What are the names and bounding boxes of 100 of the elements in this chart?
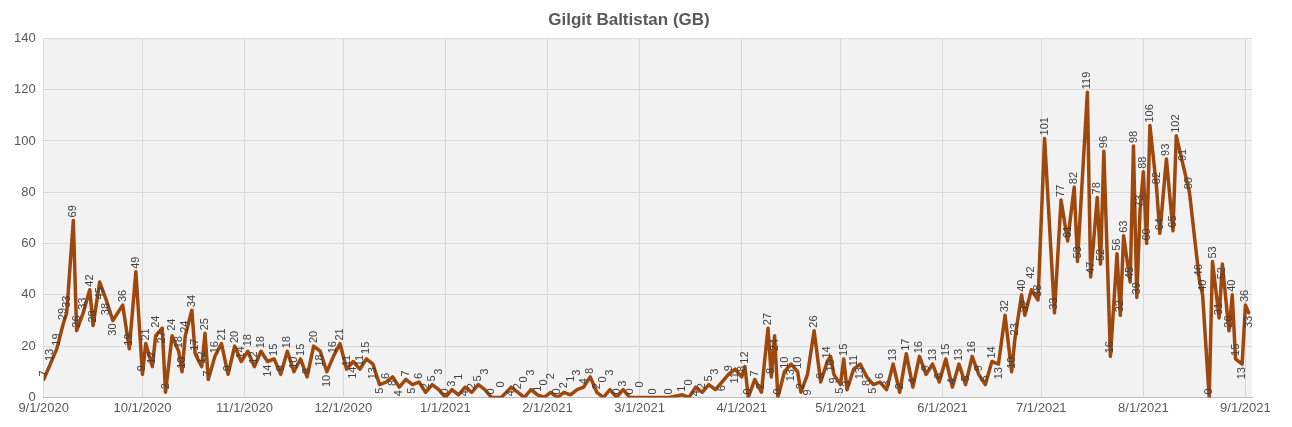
data-label: 3 [840, 380, 853, 387]
chart-title: Gilgit Baltistan (GB) [548, 9, 710, 29]
data-label: 26 [1221, 315, 1234, 328]
data-label: 13 [991, 367, 1004, 380]
data-label: 7 [398, 370, 411, 377]
data-label: 18 [171, 335, 184, 349]
data-label: 2 [464, 383, 477, 390]
data-label: 18 [254, 335, 267, 349]
data-label: 25 [198, 318, 211, 331]
data-label: 29 [56, 307, 69, 321]
data-label: 3 [616, 380, 629, 387]
data-label: 0 [550, 388, 563, 395]
data-label: 96 [1096, 135, 1109, 149]
data-label: 9 [971, 365, 984, 372]
data-label: 21 [333, 328, 346, 341]
data-label: 49 [128, 256, 141, 269]
data-label: 3 [603, 369, 616, 376]
data-label: 5 [978, 375, 991, 382]
data-label: 16 [1103, 341, 1116, 354]
data-label: 3 [444, 380, 457, 387]
data-label: 101 [1037, 117, 1050, 136]
data-label: 6 [412, 372, 425, 380]
data-label: 3 [708, 368, 721, 375]
data-label: 13 [886, 348, 899, 362]
data-label: 5 [701, 375, 714, 382]
data-label: 15 [293, 343, 306, 356]
data-label: 9 [273, 365, 286, 372]
data-label: 15 [938, 343, 951, 356]
data-label: 56 [1110, 238, 1123, 251]
data-label: 2 [158, 383, 171, 390]
data-label: 18 [280, 335, 293, 349]
data-label: 14 [820, 346, 833, 359]
data-label: 1 [675, 385, 688, 392]
data-label: 26 [807, 315, 820, 328]
data-label: 26 [69, 315, 82, 328]
data-label: 8 [300, 367, 313, 374]
data-label: 13 [925, 348, 938, 362]
data-label: 20 [227, 330, 240, 344]
data-label: 36 [115, 289, 128, 303]
data-label: 33 [1047, 297, 1060, 310]
data-label: 13 [365, 367, 378, 380]
data-label: 1 [530, 385, 543, 392]
data-label: 15 [359, 341, 372, 354]
data-label: 78 [1090, 182, 1103, 195]
y-tick-label: 120 [13, 81, 36, 97]
data-label: 5 [833, 387, 846, 394]
data-label: 14 [260, 364, 273, 377]
data-label: 0 [645, 388, 658, 395]
x-tick-label: 5/1/2021 [815, 399, 866, 415]
data-label: 0 [770, 388, 783, 395]
data-label: 24 [178, 320, 191, 333]
data-label: 31 [1212, 302, 1225, 315]
data-label: 18 [240, 333, 253, 347]
data-label: 15 [1228, 343, 1241, 356]
data-label: 106 [1142, 104, 1155, 123]
data-label: 12 [738, 351, 750, 364]
x-tick-label: 9/1/2021 [1220, 399, 1271, 415]
data-label: 53 [1070, 246, 1083, 259]
x-tick-label: 4/1/2021 [716, 399, 767, 415]
data-label: 19 [49, 333, 62, 346]
data-label: 2 [793, 383, 806, 390]
data-label: 88 [1136, 156, 1149, 169]
data-label: 16 [965, 341, 978, 354]
data-label: 82 [1149, 171, 1162, 185]
data-label: 23 [1007, 323, 1020, 336]
data-label: 8 [385, 379, 398, 387]
x-tick-label: 7/1/2021 [1015, 399, 1067, 415]
data-label: 91 [1175, 148, 1188, 162]
data-label: 17 [188, 338, 201, 351]
data-label: 24 [148, 315, 161, 328]
data-label: 9 [919, 365, 932, 372]
data-label: 13 [784, 369, 797, 382]
x-tick-label: 2/1/2021 [522, 399, 573, 415]
data-label: 6 [379, 372, 392, 380]
data-label: 2 [418, 383, 431, 390]
data-label: 5 [471, 375, 484, 382]
data-label: 2 [510, 383, 523, 390]
data-label: 10 [286, 356, 299, 369]
data-label: 4 [945, 378, 958, 385]
data-label: 80 [1182, 177, 1195, 190]
data-label: 42 [82, 274, 95, 287]
data-label: 2 [754, 383, 767, 390]
data-label: 45 [92, 287, 105, 300]
data-label: 11 [352, 354, 365, 367]
data-label: 7 [36, 370, 49, 377]
data-label: 11 [846, 354, 859, 367]
data-label: 5 [866, 387, 879, 394]
data-label: 63 [1116, 220, 1129, 233]
data-label: 17 [899, 338, 912, 351]
data-label: 47 [1083, 261, 1096, 274]
data-label: 33 [1241, 315, 1254, 329]
data-label: 4 [688, 390, 701, 397]
data-label: 33 [59, 295, 72, 308]
data-label: 10 [777, 356, 790, 369]
data-label: 3 [477, 368, 490, 375]
data-label: 27 [761, 312, 774, 326]
data-label: 14 [234, 346, 247, 359]
data-label: 46 [1192, 264, 1205, 277]
data-label: 11 [728, 372, 741, 384]
data-label: 69 [66, 205, 79, 218]
